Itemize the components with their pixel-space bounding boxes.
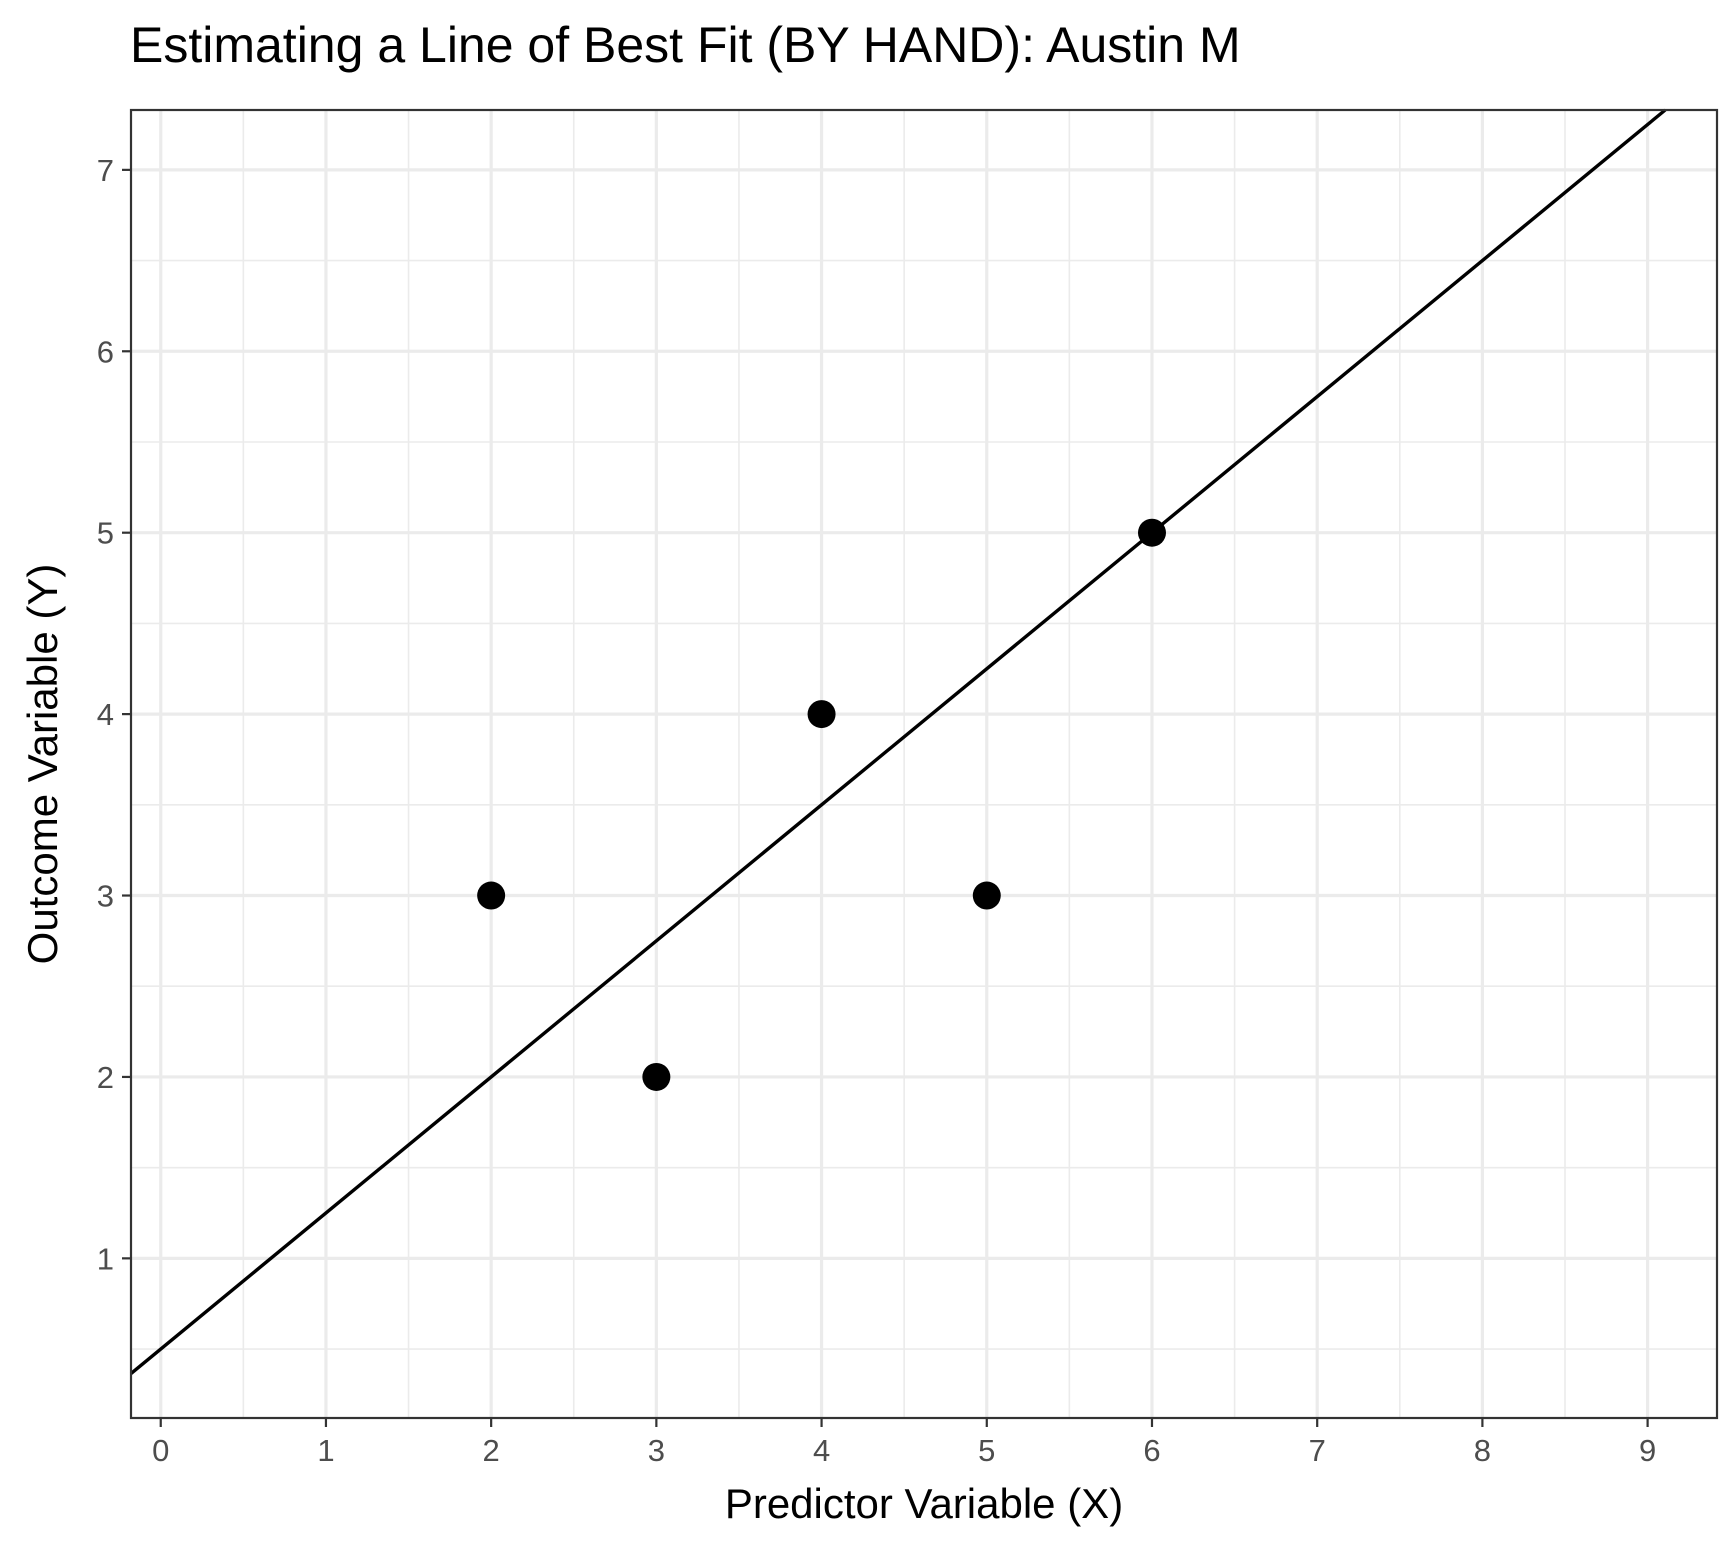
y-tick-label: 2	[97, 1060, 114, 1095]
x-axis-title: Predictor Variable (X)	[725, 1480, 1123, 1527]
x-tick-label: 7	[1309, 1433, 1326, 1468]
chart-title: Estimating a Line of Best Fit (BY HAND):…	[130, 17, 1241, 73]
y-tick-label: 5	[97, 516, 114, 551]
data-point	[807, 700, 836, 729]
x-tick-label: 2	[483, 1433, 500, 1468]
x-tick-label: 4	[813, 1433, 830, 1468]
x-tick-label: 1	[317, 1433, 334, 1468]
y-tick-label: 1	[97, 1241, 114, 1276]
data-point	[477, 881, 506, 910]
grid-lines	[131, 110, 1717, 1418]
x-tick-label: 6	[1143, 1433, 1160, 1468]
x-tick-label: 9	[1639, 1433, 1656, 1468]
y-tick-label: 4	[97, 697, 114, 732]
y-tick-label: 3	[97, 879, 114, 914]
x-tick-label: 8	[1474, 1433, 1491, 1468]
x-tick-label: 0	[152, 1433, 169, 1468]
fit-line-group	[129, 108, 1667, 1375]
x-tick-label: 3	[648, 1433, 665, 1468]
data-point	[1137, 518, 1166, 547]
y-tick-label: 6	[97, 334, 114, 369]
data-point	[972, 881, 1001, 910]
data-points	[477, 518, 1166, 1091]
y-tick-label: 7	[97, 153, 114, 188]
y-axis-title: Outcome Variable (Y)	[19, 564, 66, 965]
data-point	[642, 1062, 671, 1091]
axis-ticks: 0 1 2 3 4 5 6 7 8 9 1 2 3 4 5 6 7	[97, 153, 1656, 1468]
best-fit-line	[129, 108, 1667, 1375]
panel-border	[129, 108, 1719, 1420]
x-tick-label: 5	[978, 1433, 995, 1468]
